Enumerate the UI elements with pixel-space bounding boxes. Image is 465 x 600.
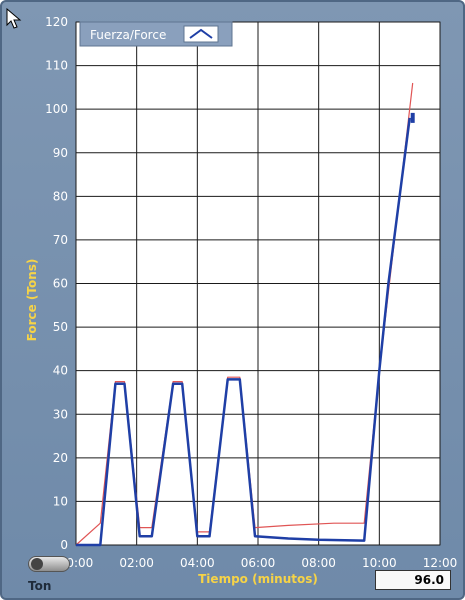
y-tick-label: 110 (45, 59, 68, 73)
y-tick-label: 100 (45, 102, 68, 116)
y-tick-label: 90 (53, 146, 68, 160)
arrow-cursor-icon (6, 8, 22, 29)
x-tick-label: 06:00 (241, 556, 276, 570)
x-tick-label: 04:00 (180, 556, 215, 570)
y-tick-label: 80 (53, 189, 68, 203)
x-tick-label: 08:00 (301, 556, 336, 570)
value-readout: 96.0 (375, 570, 451, 590)
x-tick-labels: 00:00 02:00 04:00 06:00 08:00 10:00 12:00 (59, 556, 458, 570)
toggle-label: Ton (28, 579, 52, 593)
x-tick-label: 12:00 (423, 556, 458, 570)
y-tick-label: 30 (53, 407, 68, 421)
y-tick-label: 40 (53, 364, 68, 378)
y-tick-label: 50 (53, 320, 68, 334)
legend: Fuerza/Force (79, 21, 233, 47)
x-axis-label: Tiempo (minutos) (198, 572, 318, 586)
y-tick-label: 60 (53, 277, 68, 291)
x-tick-label: 10:00 (362, 556, 397, 570)
y-tick-label: 20 (53, 451, 68, 465)
y-axis-label: Force (Tons) (25, 259, 39, 342)
y-tick-label: 70 (53, 233, 68, 247)
toggle-knob[interactable] (31, 558, 43, 570)
ton-toggle-switch[interactable] (28, 556, 70, 572)
setpoint-series-line (75, 82, 414, 546)
y-tick-label: 120 (45, 15, 68, 29)
current-point-marker (410, 112, 415, 123)
y-tick-labels: 0 10 20 30 40 50 60 70 80 90 100 110 120 (45, 15, 68, 552)
legend-label: Fuerza/Force (90, 28, 166, 42)
x-tick-label: 02:00 (119, 556, 154, 570)
data-markers (410, 112, 415, 123)
legend-swatch (183, 25, 219, 43)
series-lines (75, 82, 414, 547)
force-series-line (76, 117, 411, 547)
y-tick-label: 10 (53, 494, 68, 508)
y-tick-label: 0 (60, 538, 68, 552)
line-symbol-icon (189, 28, 213, 39)
